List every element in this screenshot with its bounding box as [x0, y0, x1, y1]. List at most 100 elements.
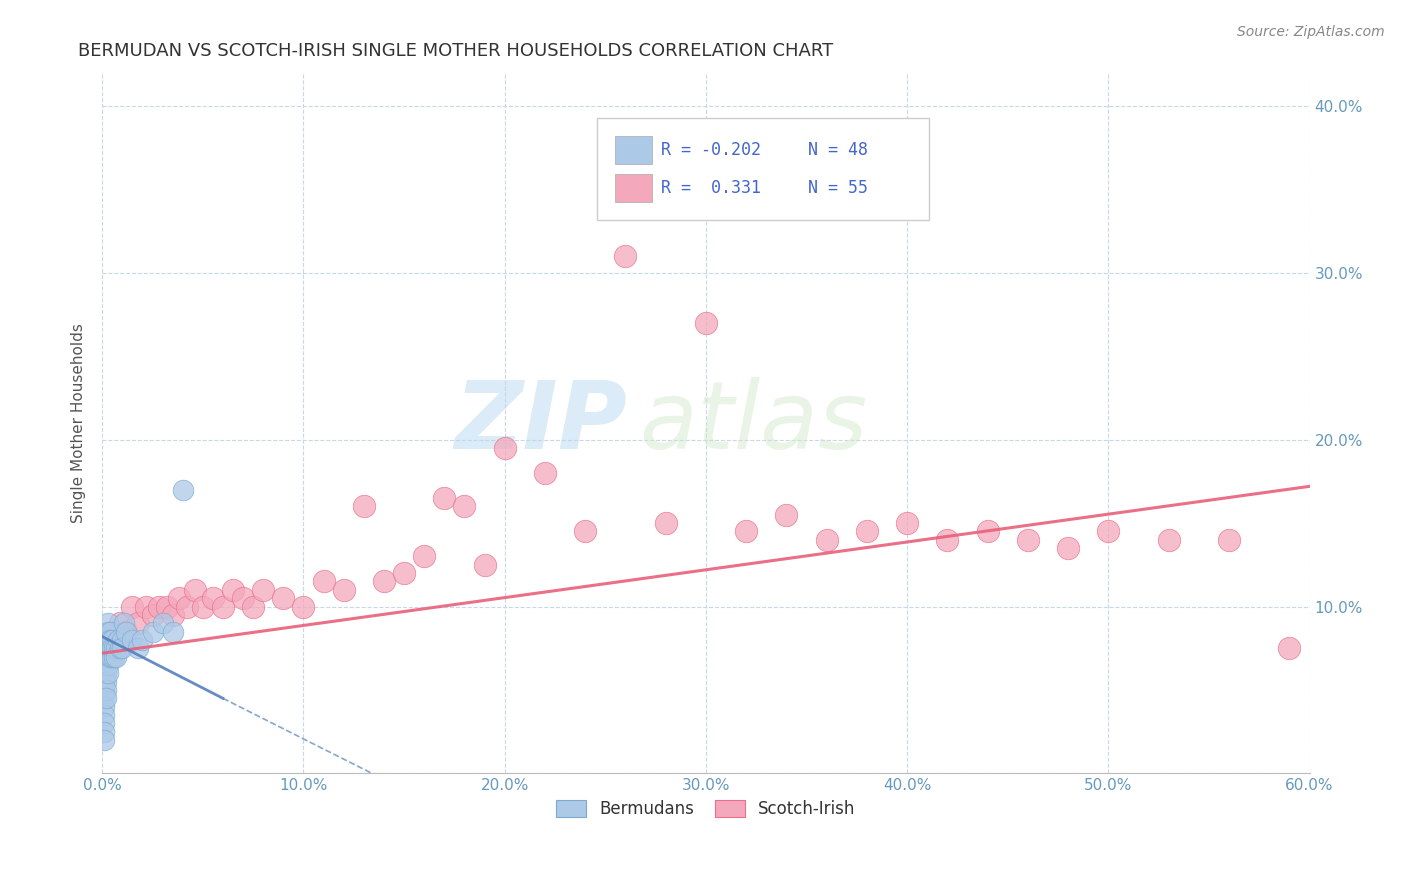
Point: [93, 649, 115, 664]
Point: [111, 632, 134, 647]
Text: N = 55: N = 55: [808, 179, 869, 197]
Point: [105, 624, 128, 639]
Point: [232, 591, 254, 606]
Point: [162, 607, 184, 622]
Point: [96, 674, 118, 689]
Text: ZIP: ZIP: [454, 377, 627, 469]
Point: [115, 624, 138, 639]
Point: [96, 683, 118, 698]
Point: [775, 508, 797, 522]
Point: [98, 632, 121, 647]
Point: [152, 616, 174, 631]
Point: [574, 524, 596, 539]
Point: [167, 591, 190, 606]
Point: [1057, 541, 1080, 555]
Point: [98, 641, 121, 656]
Point: [93, 674, 115, 689]
Point: [353, 500, 375, 514]
Point: [93, 699, 115, 714]
Point: [96, 649, 118, 664]
Point: [135, 599, 157, 614]
Point: [148, 599, 170, 614]
Point: [141, 607, 163, 622]
Y-axis label: Single Mother Households: Single Mother Households: [72, 323, 86, 523]
Point: [110, 641, 132, 656]
Point: [101, 649, 124, 664]
Point: [93, 683, 115, 698]
Point: [474, 558, 496, 572]
Point: [976, 524, 998, 539]
Point: [856, 524, 879, 539]
Point: [121, 632, 143, 647]
Point: [141, 624, 163, 639]
Point: [97, 657, 120, 672]
Point: [312, 574, 335, 589]
Point: [201, 591, 224, 606]
Point: [96, 632, 118, 647]
Point: [96, 691, 118, 706]
FancyBboxPatch shape: [598, 118, 929, 219]
Point: [896, 516, 918, 530]
Point: [252, 582, 274, 597]
Point: [107, 632, 129, 647]
Point: [1218, 533, 1240, 547]
FancyBboxPatch shape: [616, 136, 651, 163]
Point: [433, 491, 456, 505]
Point: [1278, 641, 1301, 656]
Point: [97, 632, 120, 647]
Point: [695, 316, 717, 330]
Point: [332, 582, 354, 597]
Point: [93, 666, 115, 681]
Point: [97, 641, 120, 656]
Point: [103, 641, 125, 656]
Point: [96, 657, 118, 672]
Point: [98, 649, 121, 664]
Point: [98, 641, 121, 656]
Point: [93, 733, 115, 747]
Point: [131, 632, 153, 647]
Point: [105, 641, 128, 656]
Point: [93, 708, 115, 723]
Point: [176, 599, 198, 614]
Point: [242, 599, 264, 614]
Point: [101, 632, 124, 647]
Text: R = -0.202: R = -0.202: [661, 141, 761, 159]
Point: [93, 724, 115, 739]
Point: [373, 574, 395, 589]
Point: [222, 582, 245, 597]
Point: [97, 616, 120, 631]
Point: [103, 649, 125, 664]
Point: [212, 599, 235, 614]
Point: [115, 624, 138, 639]
Point: [101, 641, 124, 656]
Point: [494, 441, 516, 455]
Point: [191, 599, 214, 614]
Point: [96, 641, 118, 656]
Point: [96, 632, 118, 647]
Point: [654, 516, 676, 530]
Point: [1157, 533, 1180, 547]
Point: [413, 549, 436, 564]
Point: [97, 666, 120, 681]
Point: [111, 641, 134, 656]
Point: [112, 616, 135, 631]
Point: [614, 249, 637, 263]
Point: [155, 599, 177, 614]
Point: [121, 599, 143, 614]
Text: N = 48: N = 48: [808, 141, 869, 159]
Point: [936, 533, 959, 547]
Text: R =  0.331: R = 0.331: [661, 179, 761, 197]
Point: [97, 624, 120, 639]
Point: [162, 624, 184, 639]
Point: [127, 616, 149, 631]
Point: [93, 641, 115, 656]
Point: [101, 632, 124, 647]
Point: [1097, 524, 1119, 539]
Point: [815, 533, 838, 547]
Text: BERMUDAN VS SCOTCH-IRISH SINGLE MOTHER HOUSEHOLDS CORRELATION CHART: BERMUDAN VS SCOTCH-IRISH SINGLE MOTHER H…: [79, 42, 834, 60]
FancyBboxPatch shape: [616, 174, 651, 202]
Point: [271, 591, 294, 606]
Point: [96, 666, 118, 681]
Point: [110, 616, 132, 631]
Point: [1017, 533, 1039, 547]
